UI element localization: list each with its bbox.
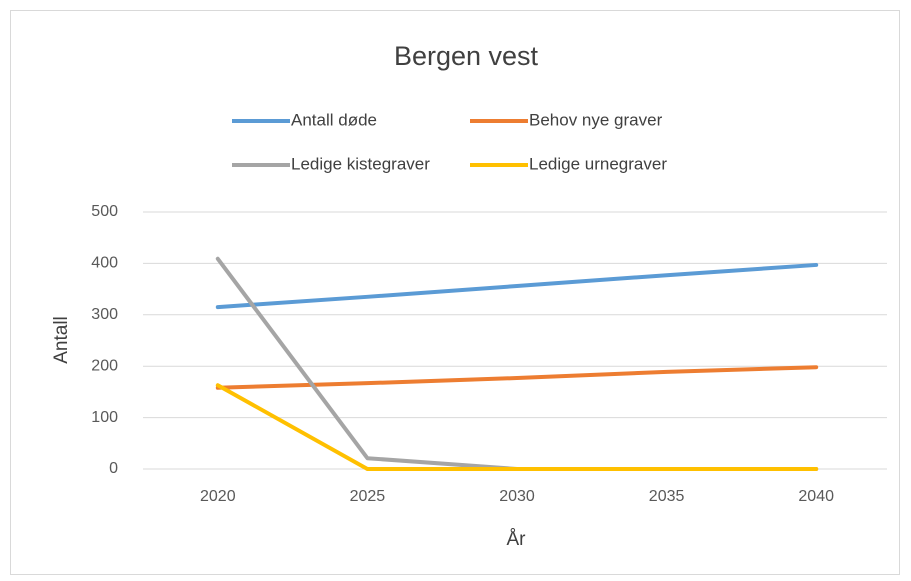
- y-tick-label: 500: [91, 203, 118, 220]
- chart-title: Bergen vest: [394, 41, 539, 71]
- x-tick-label: 2020: [200, 488, 236, 505]
- x-tick-label: 2030: [499, 488, 535, 505]
- y-tick-label: 100: [91, 409, 118, 426]
- legend-label: Ledige kistegraver: [291, 154, 430, 173]
- y-tick-label: 200: [91, 357, 118, 374]
- line-series: [215, 262, 819, 310]
- line-series: [215, 365, 819, 390]
- y-tick-label: 400: [91, 255, 118, 272]
- x-tick-label: 2025: [350, 488, 386, 505]
- x-tick-label: 2040: [798, 488, 834, 505]
- x-tick-label: 2035: [649, 488, 685, 505]
- y-tick-label: 300: [91, 306, 118, 323]
- chart-border: [10, 10, 900, 575]
- x-axis-title: År: [507, 529, 527, 550]
- legend-label: Ledige urnegraver: [529, 154, 667, 173]
- legend-label: Behov nye graver: [529, 110, 663, 129]
- line-series: [215, 383, 819, 471]
- legend-label: Antall døde: [291, 110, 377, 129]
- y-axis-title: Antall: [51, 316, 72, 364]
- y-tick-label: 0: [109, 460, 118, 477]
